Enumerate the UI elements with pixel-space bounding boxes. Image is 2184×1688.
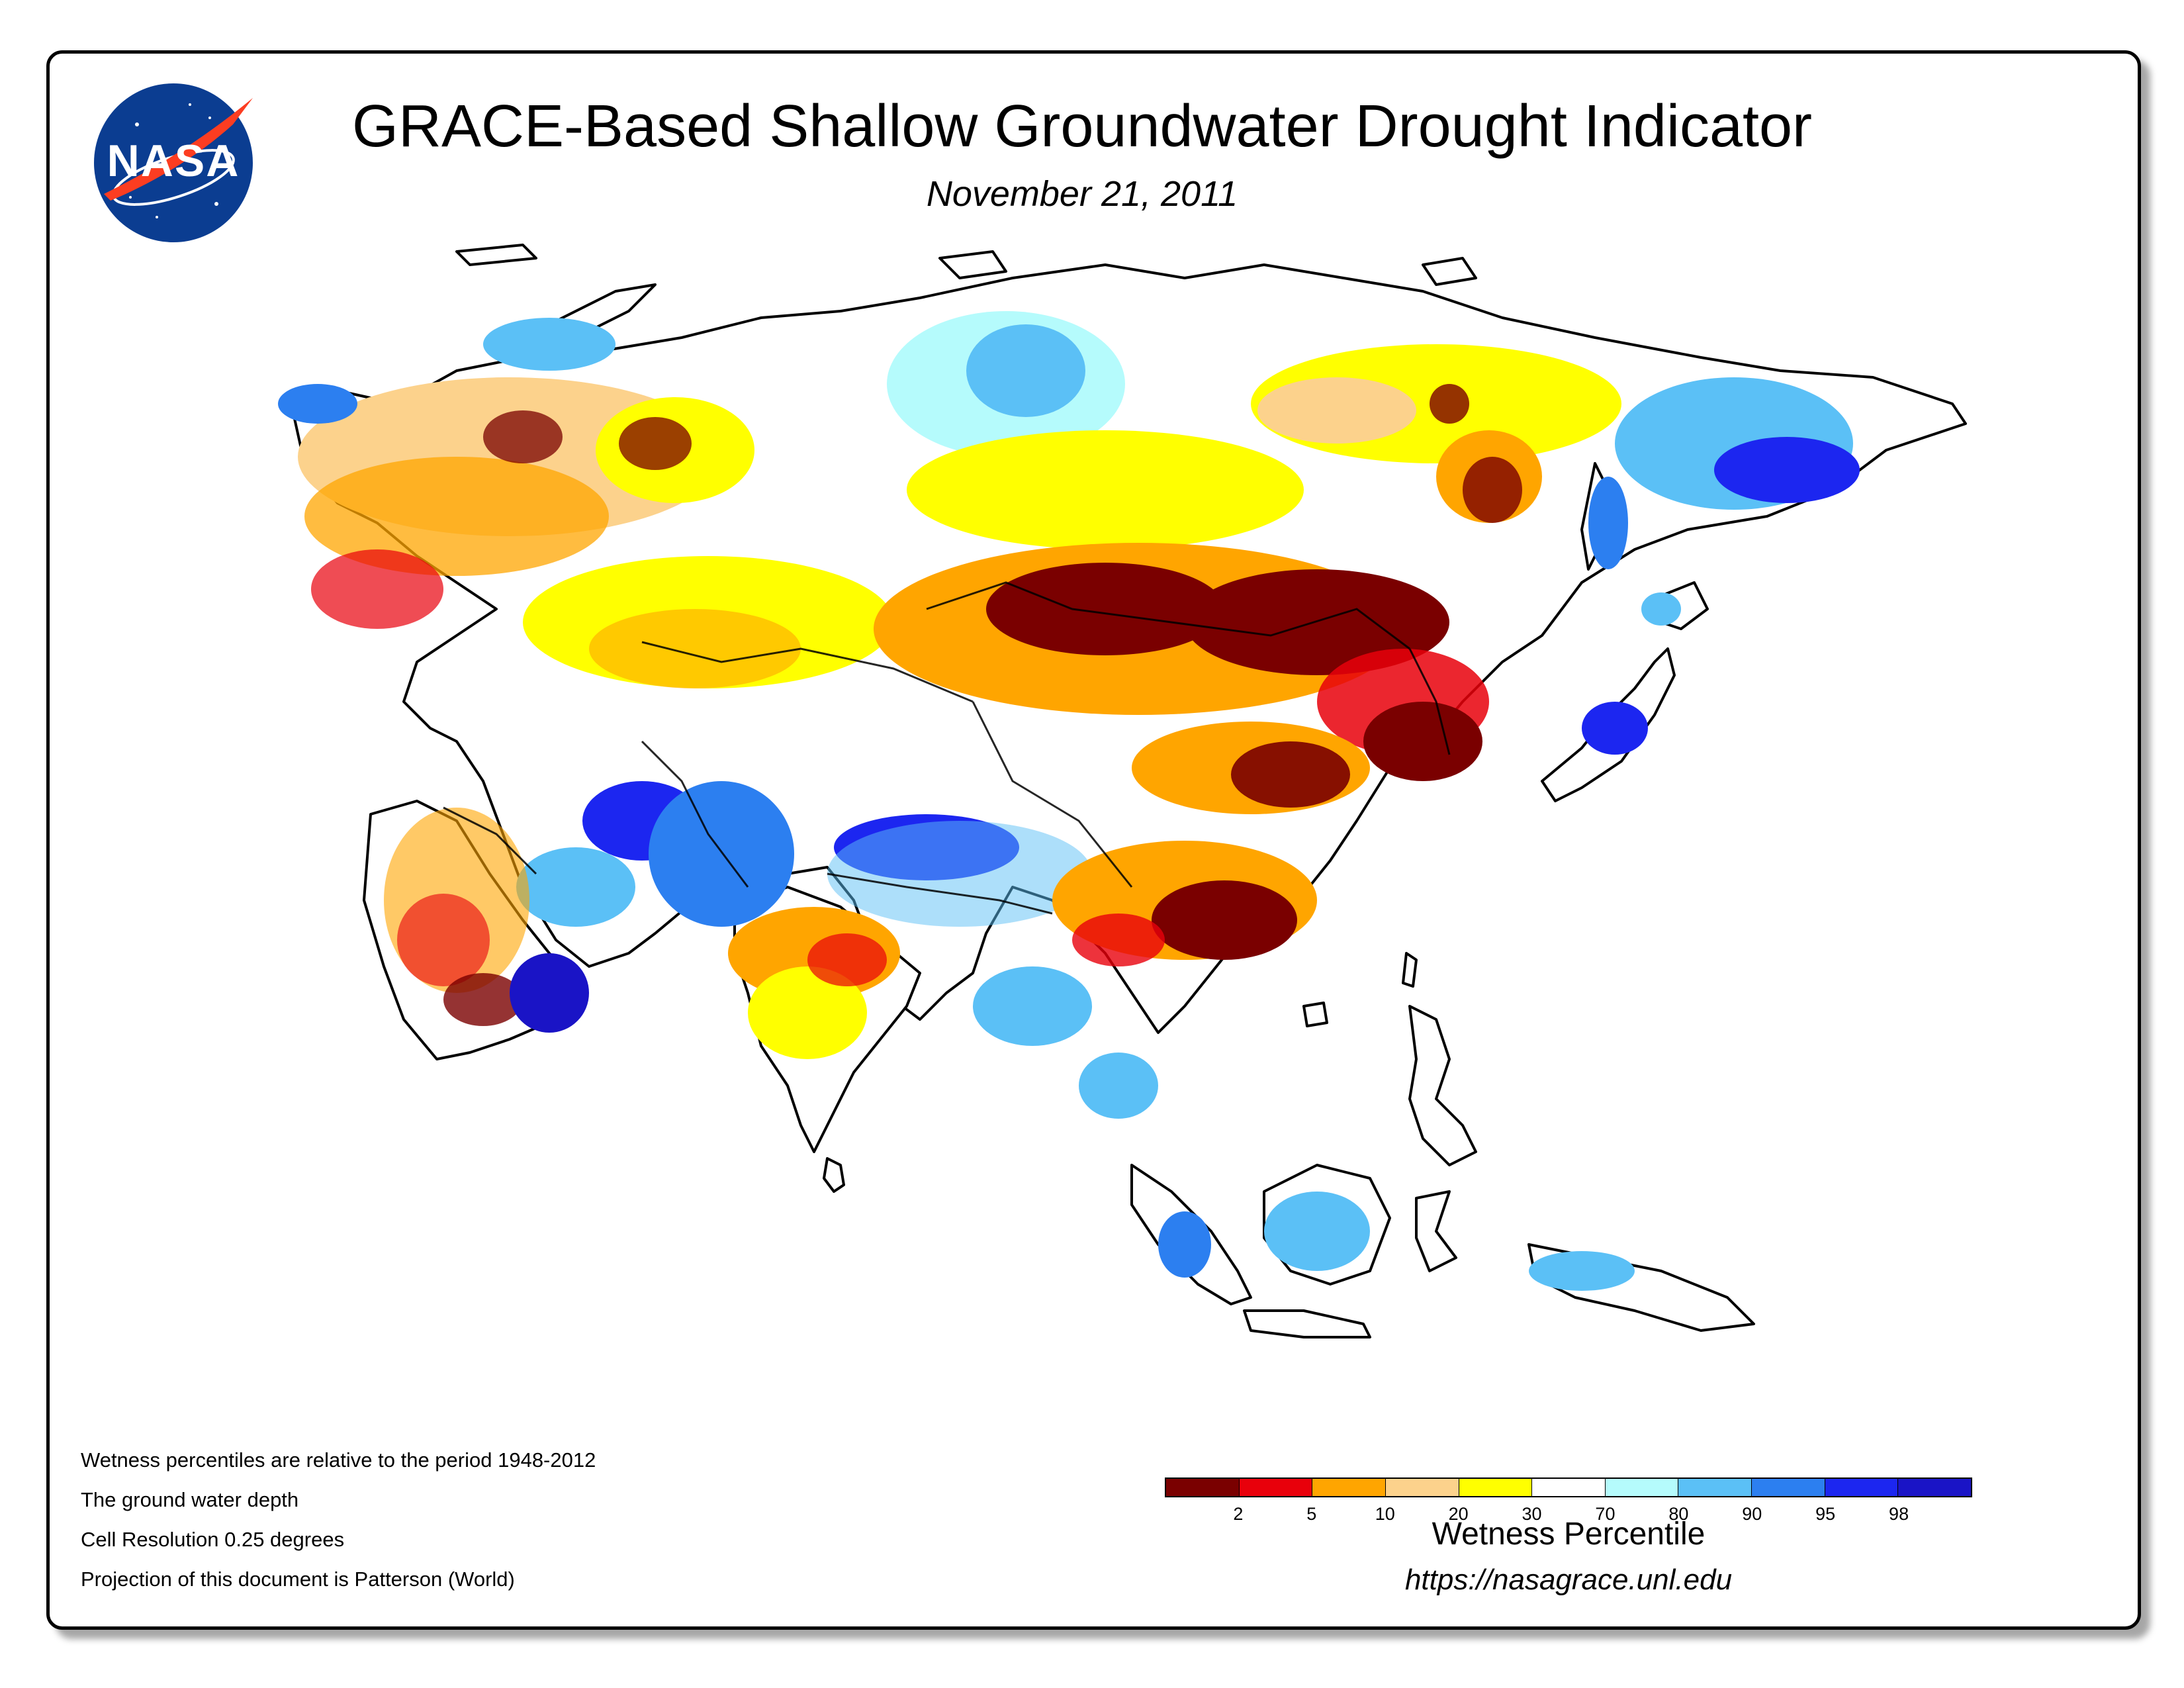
source-url: https://nasagrace.unl.edu [1404, 1564, 1733, 1596]
legend-swatch [1459, 1479, 1533, 1496]
legend-swatch [1166, 1479, 1240, 1496]
land-taiwan [1402, 952, 1418, 988]
color-legend [1165, 1477, 1972, 1497]
legend-tick-label: 10 [1375, 1504, 1395, 1524]
svg-text:NASA: NASA [107, 136, 240, 186]
legend-title: Wetness Percentile [1432, 1517, 1706, 1552]
note-resolution: Cell Resolution 0.25 degrees [81, 1528, 345, 1551]
land-franz-josef [455, 244, 537, 266]
legend-swatch [1898, 1479, 1972, 1496]
land-sulawesi [1415, 1190, 1457, 1272]
land-philippines [1408, 1005, 1477, 1166]
legend-tick-label: 70 [1595, 1504, 1615, 1524]
legend-swatch [1678, 1479, 1752, 1496]
legend-tick-label: 30 [1522, 1504, 1542, 1524]
map-title: GRACE-Based Shallow Groundwater Drought … [351, 93, 1813, 160]
land-new-siberian [1422, 257, 1477, 286]
note-period: Wetness percentiles are relative to the … [81, 1448, 596, 1472]
land-hainan [1302, 1002, 1328, 1027]
land-sri-lanka [823, 1157, 845, 1193]
legend-swatch [1239, 1479, 1313, 1496]
legend-swatch [1752, 1479, 1825, 1496]
legend-tick-label: 5 [1306, 1504, 1317, 1524]
map-borders [443, 581, 1451, 915]
note-depth: The ground water depth [81, 1488, 299, 1511]
legend-tick-label: 2 [1233, 1504, 1244, 1524]
legend-swatch [1312, 1479, 1386, 1496]
legend-tick-label: 20 [1448, 1504, 1469, 1524]
drought-fill [278, 311, 1860, 1291]
legend-swatch [1605, 1479, 1679, 1496]
legend-tick-label: 95 [1815, 1504, 1836, 1524]
map-date: November 21, 2011 [926, 174, 1238, 214]
land-java [1243, 1309, 1371, 1338]
legend-tick-label: 98 [1889, 1504, 1909, 1524]
legend-swatch [1825, 1479, 1899, 1496]
land-severnaya-zemlya [938, 250, 1007, 279]
note-projection: Projection of this document is Patterson… [81, 1568, 515, 1591]
legend-swatch [1532, 1479, 1606, 1496]
legend-swatch [1385, 1479, 1459, 1496]
legend-tick-label: 80 [1668, 1504, 1689, 1524]
nasa-logo: NASA [94, 83, 253, 242]
legend-tick-label: 90 [1742, 1504, 1762, 1524]
asia-drought-map [278, 244, 1967, 1338]
